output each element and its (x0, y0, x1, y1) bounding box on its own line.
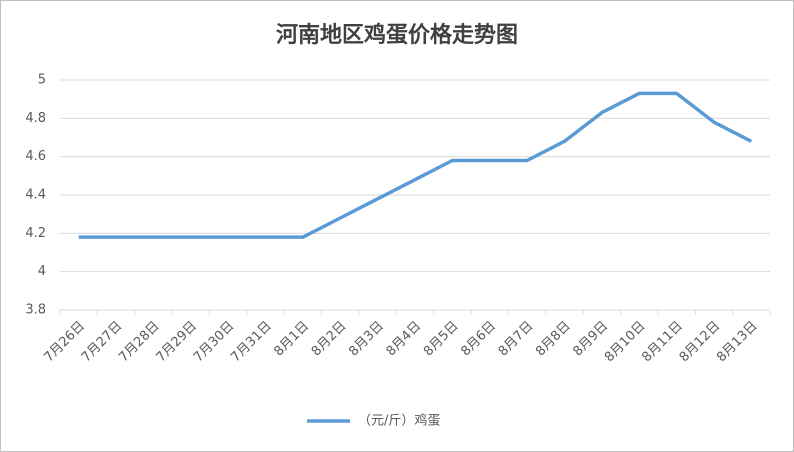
series-line (78, 91, 753, 239)
y-tick-label: 4 (38, 264, 46, 279)
chart-title: 河南地区鸡蛋价格走势图 (276, 22, 518, 48)
y-tick-label: 3.8 (25, 303, 46, 318)
y-tick-label: 4.2 (25, 226, 46, 241)
y-tick-label: 4.6 (25, 149, 46, 164)
y-tick-label: 4.4 (25, 188, 46, 203)
legend-label: （元/斤）鸡蛋 (358, 413, 440, 429)
y-tick-label: 4.8 (25, 111, 46, 126)
y-tick-label: 5 (38, 73, 46, 88)
